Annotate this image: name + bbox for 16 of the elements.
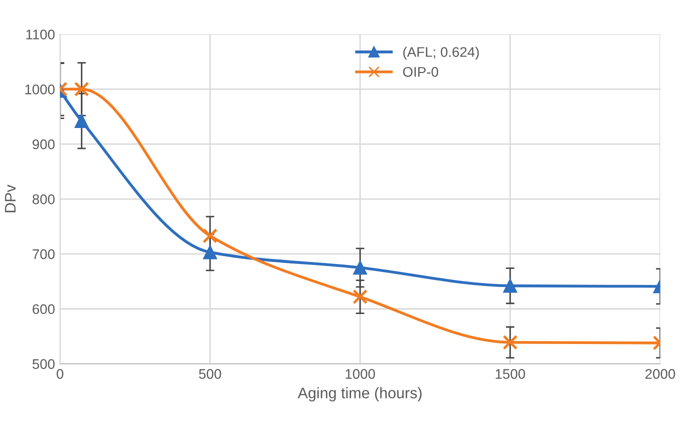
x-tick-label: 1500 bbox=[496, 369, 526, 379]
legend-label: (AFL; 0.624) bbox=[403, 46, 479, 60]
y-tick-label: 600 bbox=[32, 304, 55, 314]
y-tick-label: 800 bbox=[32, 194, 55, 204]
y-axis-title: DPv bbox=[5, 184, 16, 212]
y-tick-label: 700 bbox=[32, 249, 55, 260]
x-axis-title: Aging time (hours) bbox=[298, 387, 422, 402]
x-tick-label: 1000 bbox=[346, 369, 376, 379]
y-tick-label: 500 bbox=[32, 359, 55, 369]
x-tick-label: 2000 bbox=[645, 369, 676, 379]
y-tick-label: 1000 bbox=[25, 84, 55, 94]
y-tick-label: 1100 bbox=[26, 30, 55, 40]
legend-label: OIP-0 bbox=[403, 67, 438, 77]
x-tick-label: 0 bbox=[56, 369, 64, 379]
x-tick-label: 500 bbox=[199, 369, 222, 379]
y-tick-label: 900 bbox=[32, 139, 55, 150]
